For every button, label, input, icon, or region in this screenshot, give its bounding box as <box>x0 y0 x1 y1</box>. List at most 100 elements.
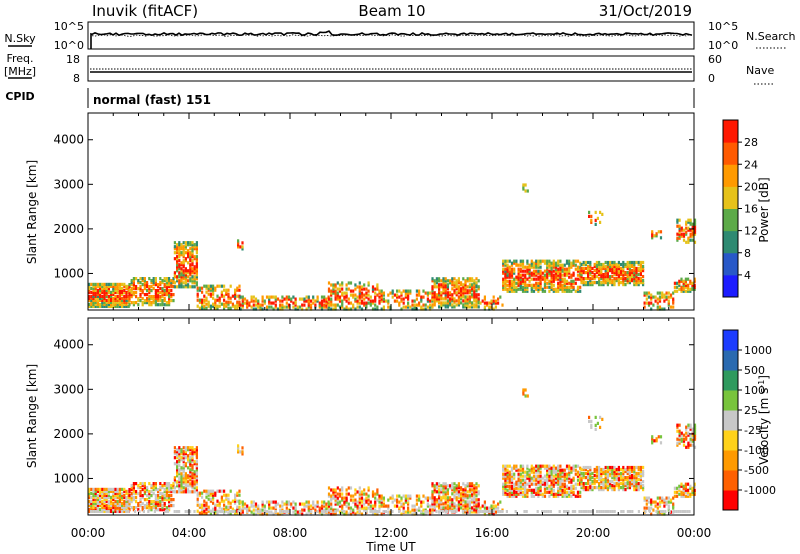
velocity-cell <box>180 486 183 490</box>
velocity-cell <box>292 500 295 504</box>
velocity-cell <box>422 512 425 516</box>
velocity-cell <box>327 492 331 496</box>
power-cell <box>615 266 618 271</box>
velocity-cell <box>184 474 187 478</box>
power-cell <box>178 251 181 255</box>
velocity-cell <box>180 480 183 484</box>
power-cell <box>611 283 614 287</box>
power-cell <box>689 218 692 222</box>
power-cell <box>672 291 675 295</box>
power-cell <box>682 289 685 293</box>
y-tick-label: 1000 <box>53 266 84 280</box>
power-cell <box>477 293 480 297</box>
velocity-cell <box>99 487 102 491</box>
power-cell <box>376 285 379 289</box>
velocity-cell <box>195 464 198 468</box>
power-cell <box>318 305 321 309</box>
velocity-cell <box>687 494 690 498</box>
power-cell <box>196 304 199 308</box>
velocity-cell <box>615 474 618 478</box>
velocity-cell <box>678 435 681 439</box>
velocity-cell <box>433 486 436 490</box>
velocity-cell <box>114 503 117 507</box>
power-cell <box>107 290 110 294</box>
velocity-cell <box>510 466 514 470</box>
ground-scatter-cell <box>648 510 651 513</box>
power-cell <box>332 291 335 295</box>
power-cell <box>559 273 562 277</box>
power-cell <box>513 271 516 275</box>
velocity-cell <box>334 494 337 498</box>
power-cell <box>180 277 183 281</box>
velocity-cell <box>99 499 102 503</box>
velocity-cell <box>123 489 126 493</box>
power-cell <box>435 285 438 289</box>
power-cell <box>438 305 441 309</box>
power-cell <box>363 283 366 287</box>
velocity-cell <box>594 427 597 431</box>
power-cell <box>137 297 140 301</box>
velocity-cell <box>565 492 569 496</box>
velocity-cell <box>451 508 454 512</box>
velocity-data <box>88 388 697 516</box>
power-cell <box>105 300 108 304</box>
velocity-cell <box>635 486 638 490</box>
power-cell <box>687 228 690 232</box>
velocity-cell <box>201 503 204 507</box>
velocity-cell <box>446 488 449 492</box>
power-cell <box>281 307 284 311</box>
power-cell <box>628 266 631 271</box>
velocity-cell <box>265 500 269 504</box>
power-cell <box>176 279 179 283</box>
velocity-cell <box>626 471 629 476</box>
colorbar-tick-label: 16 <box>744 203 758 216</box>
velocity-cell <box>380 504 383 508</box>
power-cell <box>191 247 194 251</box>
velocity-cell <box>316 504 319 508</box>
velocity-cell <box>294 512 297 516</box>
power-cell <box>502 271 505 275</box>
velocity-cell <box>582 476 585 480</box>
velocity-cell <box>684 488 687 492</box>
velocity-cell <box>462 498 465 502</box>
velocity-cell <box>112 491 115 495</box>
power-cell <box>347 287 350 291</box>
velocity-cell <box>600 471 603 476</box>
power-cell <box>203 294 206 298</box>
power-cell <box>374 295 377 299</box>
power-cell <box>227 288 230 292</box>
velocity-cell <box>497 502 500 506</box>
velocity-cell <box>546 472 549 476</box>
velocity-cell <box>446 498 449 502</box>
power-cell <box>105 288 108 292</box>
velocity-cell <box>468 502 471 506</box>
power-cell <box>582 260 585 265</box>
velocity-cell <box>604 480 607 484</box>
power-cell <box>444 289 447 293</box>
power-cell <box>541 277 544 281</box>
power-cell <box>358 297 361 301</box>
velocity-cell <box>559 468 562 472</box>
velocity-cell <box>132 498 135 502</box>
power-cell <box>371 289 375 293</box>
velocity-cell <box>236 491 239 495</box>
velocity-cell <box>590 425 593 429</box>
velocity-cell <box>594 423 597 427</box>
power-cell <box>519 273 522 277</box>
power-cell <box>557 259 560 263</box>
velocity-cell <box>88 507 91 511</box>
power-cell <box>130 291 133 295</box>
power-cell <box>579 289 582 293</box>
velocity-cell <box>356 510 359 514</box>
velocity-cell <box>477 504 480 508</box>
power-cell <box>420 297 423 301</box>
power-cell <box>631 262 634 267</box>
power-cell <box>504 259 507 263</box>
velocity-cell <box>154 502 157 506</box>
velocity-cell <box>442 492 445 496</box>
power-cell <box>506 275 509 279</box>
power-cell <box>418 291 421 295</box>
velocity-cell <box>611 465 614 470</box>
velocity-cell <box>633 469 636 474</box>
velocity-cell <box>537 466 540 470</box>
